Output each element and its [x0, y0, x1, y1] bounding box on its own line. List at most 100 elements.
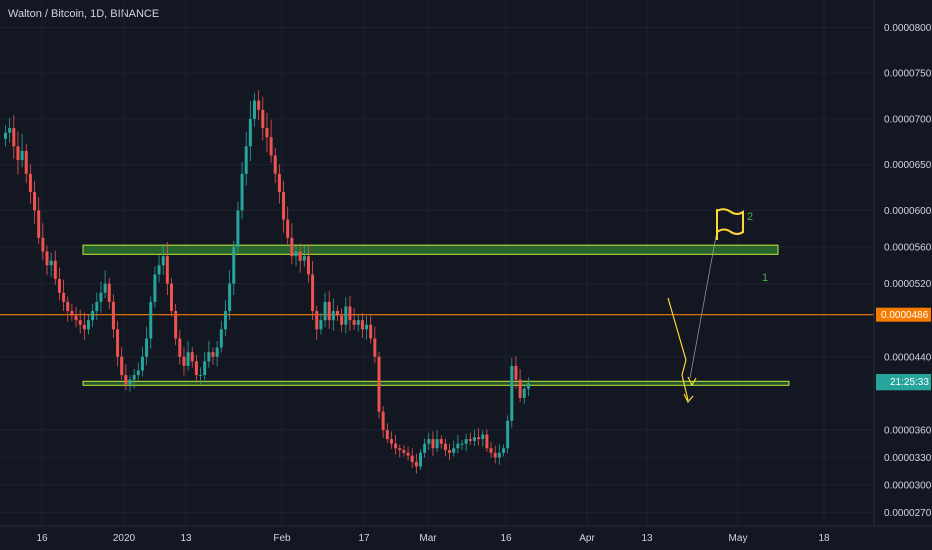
candle-body: [381, 411, 385, 430]
wave-drawing[interactable]: [667, 297, 689, 401]
y-axis-labels: 0.0000800 0.0000750 0.0000700 0.0000650 0.00…: [884, 23, 932, 519]
candle: [194, 354, 198, 383]
candle-body: [282, 192, 286, 220]
candle: [389, 431, 393, 449]
candle: [62, 279, 66, 312]
candle-body: [182, 356, 186, 366]
candle-body: [464, 439, 468, 444]
resistance-zone[interactable]: [82, 244, 779, 255]
x-tick-label: 17: [358, 533, 370, 544]
candle: [472, 429, 476, 447]
candle-body: [406, 452, 410, 456]
annotation-label-2: 2: [747, 211, 753, 223]
candle: [20, 133, 24, 168]
flag-icon[interactable]: [716, 208, 744, 240]
candle-body: [157, 265, 161, 275]
y-tick-label: 0.0000300: [884, 480, 932, 491]
candle-body: [236, 210, 240, 247]
candle: [394, 434, 398, 455]
candle-body: [49, 260, 53, 266]
candle-body: [502, 448, 505, 453]
candle: [273, 148, 277, 184]
candle: [518, 369, 522, 403]
candle-body: [170, 283, 173, 312]
candle: [103, 270, 107, 299]
countdown-badge: 21:25:33: [876, 374, 931, 388]
candle-body: [124, 375, 128, 385]
x-tick-label: 13: [641, 533, 653, 544]
candle: [178, 330, 182, 365]
candle-body: [514, 365, 518, 380]
candle: [410, 448, 414, 468]
candle: [327, 290, 331, 329]
candle: [365, 316, 369, 340]
candle: [448, 443, 452, 461]
candle-body: [360, 320, 364, 330]
candle-body: [199, 375, 203, 377]
candle-body: [265, 128, 269, 138]
candle: [223, 300, 227, 337]
candle-body: [389, 439, 393, 444]
candle-body: [132, 375, 136, 380]
candle: [406, 446, 410, 461]
candle-body: [128, 379, 132, 385]
candle: [140, 347, 144, 377]
candle: [360, 313, 364, 338]
y-tick-label: 0.0000700: [884, 114, 932, 125]
candle: [290, 223, 294, 265]
candle-body: [153, 274, 157, 302]
candle-body: [240, 173, 244, 211]
candle: [352, 307, 356, 330]
candle-body: [136, 370, 140, 376]
projection-line[interactable]: [689, 235, 717, 379]
x-tick-label: 13: [180, 533, 192, 544]
candle: [124, 364, 128, 391]
candle: [348, 295, 352, 331]
candle: [95, 292, 99, 320]
price-badge-text: 0.0000486: [881, 310, 929, 321]
candle-body: [344, 306, 348, 325]
horizontal-levels[interactable]: [0, 244, 874, 386]
support-zone[interactable]: [82, 380, 790, 386]
candle-body: [427, 439, 431, 444]
candle: [28, 164, 32, 204]
candle-body: [481, 434, 485, 440]
candle: [16, 131, 20, 175]
candle: [257, 90, 261, 121]
candle: [493, 445, 497, 464]
candle-body: [45, 251, 49, 266]
candle: [286, 206, 290, 245]
x-tick-label: 16: [36, 533, 48, 544]
candle: [452, 440, 456, 457]
candle: [219, 320, 223, 353]
candle: [161, 244, 165, 276]
candle: [373, 326, 377, 364]
candle-body: [277, 173, 281, 193]
trend-drawings[interactable]: 2 1: [667, 208, 768, 404]
candle: [153, 266, 157, 308]
candle: [398, 444, 402, 458]
candle: [215, 341, 219, 367]
candle: [45, 245, 49, 276]
candle: [244, 131, 248, 186]
candle: [136, 362, 140, 380]
candle: [82, 312, 86, 340]
candle-body: [327, 301, 331, 321]
candle: [207, 340, 211, 368]
candle-body: [219, 329, 223, 348]
candle-body: [95, 301, 99, 312]
candle: [502, 444, 505, 457]
candle: [145, 326, 149, 365]
candle: [431, 431, 435, 456]
candle: [522, 384, 526, 404]
candle-body: [477, 437, 481, 440]
candle-body: [232, 246, 236, 284]
candle: [298, 243, 302, 273]
candle-body: [302, 256, 306, 261]
candle: [485, 429, 489, 452]
candle: [526, 377, 530, 397]
y-tick-label: 0.0000650: [884, 160, 932, 171]
candle-body: [522, 388, 526, 398]
grid-lines: [0, 0, 874, 526]
